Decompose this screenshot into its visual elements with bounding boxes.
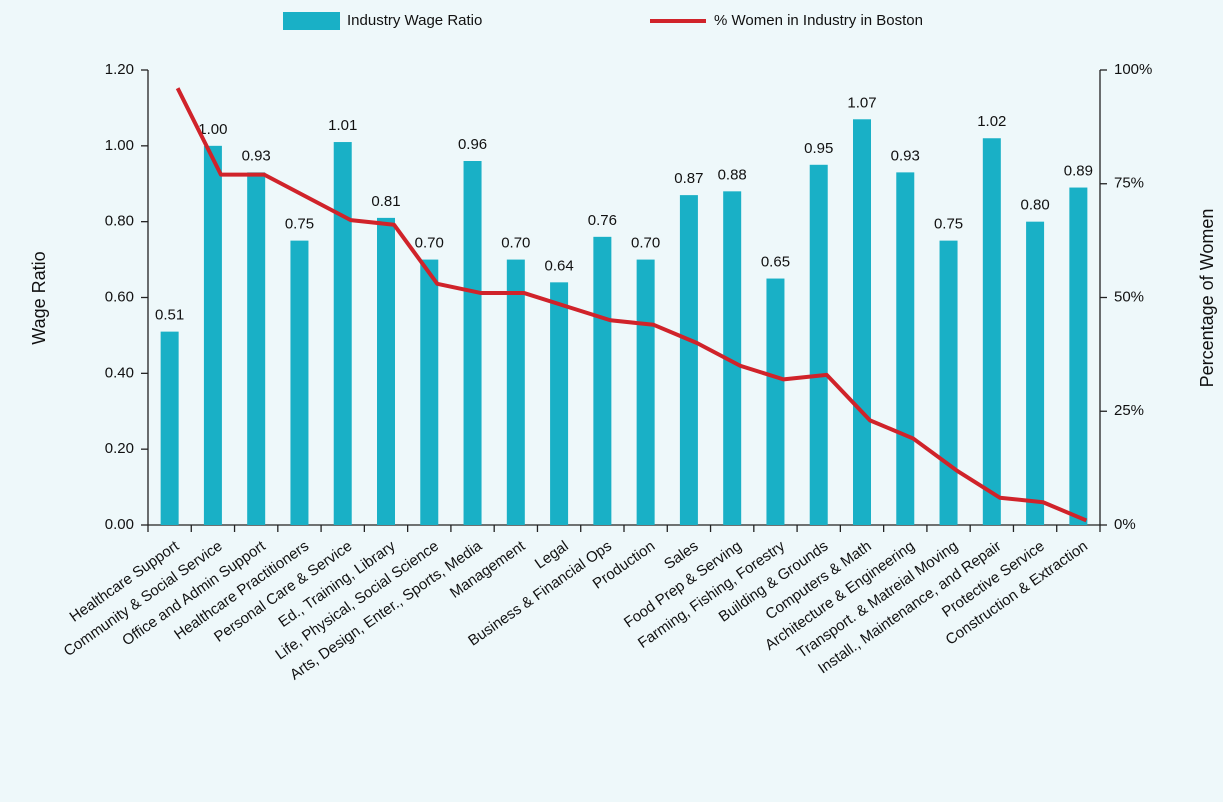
data-label: 0.95 (804, 140, 833, 157)
bar (1026, 221, 1045, 525)
data-label: 0.89 (1064, 163, 1093, 180)
data-label: 0.75 (934, 216, 963, 233)
data-label: 0.93 (242, 147, 271, 164)
y2-tick-label: 100% (1114, 61, 1152, 78)
y-tick-label: 1.00 (105, 137, 134, 154)
line (175, 87, 1088, 523)
bar (377, 217, 395, 525)
bar (982, 138, 1001, 525)
bar (160, 331, 179, 525)
bar (939, 240, 958, 525)
data-label: 1.02 (977, 113, 1006, 130)
data-label: 0.70 (631, 235, 660, 252)
y-tick-label: 0.00 (105, 516, 134, 533)
bar (1069, 187, 1088, 525)
y2-tick-label: 75% (1114, 175, 1144, 192)
y2-axis-title: Percentage of Women (1197, 209, 1217, 388)
data-label: 1.01 (328, 117, 357, 134)
bar (636, 259, 655, 525)
bar (463, 161, 482, 525)
data-label: 0.96 (458, 136, 487, 153)
bar (896, 172, 915, 525)
data-label: 0.70 (415, 235, 444, 252)
y2-tick-label: 25% (1114, 402, 1144, 419)
y-tick-label: 0.40 (105, 364, 134, 381)
data-label: 0.64 (544, 257, 573, 274)
legend-label: % Women in Industry in Boston (714, 12, 923, 29)
y-tick-label: 0.60 (105, 288, 134, 305)
data-label: 0.76 (588, 212, 617, 229)
bar (247, 172, 266, 525)
y2-tick-label: 0% (1114, 516, 1136, 533)
y-axis-title: Wage Ratio (29, 251, 49, 344)
bar (593, 236, 612, 526)
data-label: 0.70 (501, 235, 530, 252)
legend-label: Industry Wage Ratio (347, 12, 482, 29)
data-label: 0.93 (891, 147, 920, 164)
data-label: 0.65 (761, 254, 790, 271)
y-tick-label: 1.20 (105, 61, 134, 78)
data-label: 1.00 (198, 121, 227, 138)
bar (809, 164, 828, 525)
legend-swatch (283, 12, 340, 30)
bar (853, 119, 871, 526)
bar (723, 191, 742, 526)
y-tick-label: 0.80 (105, 213, 134, 230)
data-label: 0.75 (285, 216, 314, 233)
y2-tick-label: 50% (1114, 288, 1144, 305)
bar (506, 259, 525, 525)
bar (679, 195, 698, 525)
data-label: 0.80 (1020, 197, 1049, 214)
bar (420, 259, 439, 525)
data-label: 0.51 (155, 307, 184, 324)
data-label: 0.87 (674, 170, 703, 187)
bar (766, 278, 785, 525)
data-label: 1.07 (847, 94, 876, 111)
data-label: 0.88 (718, 166, 747, 183)
bar (550, 282, 569, 525)
data-label: 0.81 (371, 193, 400, 210)
y-tick-label: 0.20 (105, 440, 134, 457)
bar (203, 145, 222, 526)
bar (290, 240, 309, 525)
bar (333, 142, 352, 525)
